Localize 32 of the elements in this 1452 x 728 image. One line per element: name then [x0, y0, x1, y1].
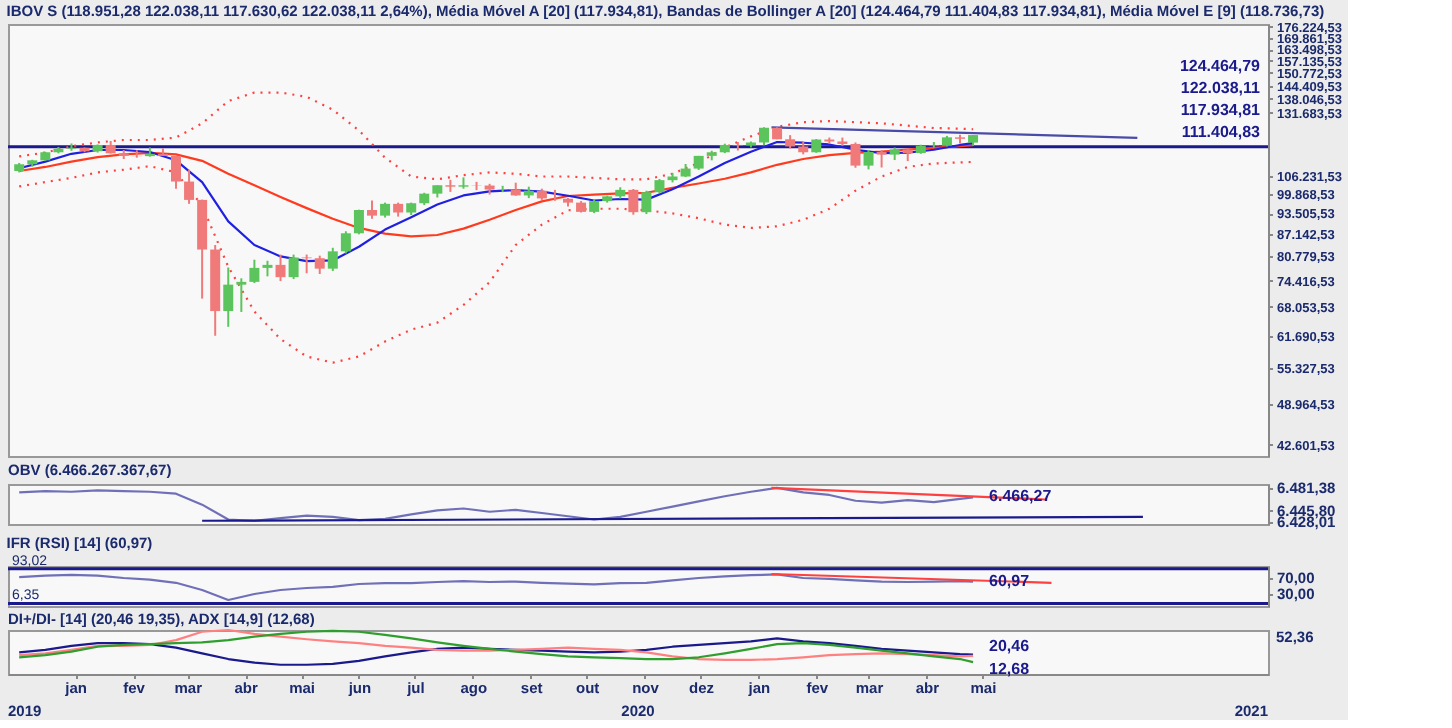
candlestick — [314, 254, 325, 276]
line-series — [18, 144, 975, 238]
candlestick — [210, 243, 221, 337]
annotation: 122.038,11 — [1180, 78, 1262, 97]
candlestick — [184, 168, 195, 205]
candlestick — [66, 142, 77, 152]
line-series — [18, 486, 975, 522]
candlestick — [197, 198, 208, 300]
line-series — [18, 140, 975, 263]
candlestick — [327, 246, 338, 272]
candlestick — [353, 208, 364, 236]
candlestick — [549, 188, 560, 202]
candlestick — [223, 266, 234, 328]
candlestick — [236, 277, 247, 313]
annotation: 117.934,81 — [1180, 100, 1262, 119]
candlestick — [301, 253, 312, 275]
candlestick — [850, 141, 861, 169]
annotation: 12,68 — [989, 660, 1031, 679]
annotation: 20,46 — [989, 636, 1031, 655]
line-series — [18, 91, 975, 181]
line-series — [18, 160, 975, 364]
candlestick — [288, 253, 299, 281]
annotation: 111.404,83 — [1181, 122, 1262, 141]
candlestick — [863, 148, 874, 171]
candlestick — [275, 253, 286, 283]
candlestick — [367, 199, 377, 220]
annotation: 124.464,79 — [1179, 56, 1262, 75]
candlestick — [340, 230, 351, 255]
candlestick — [641, 189, 652, 216]
candlestick — [628, 187, 639, 216]
candlestick — [171, 154, 181, 190]
candlestick — [249, 258, 260, 285]
